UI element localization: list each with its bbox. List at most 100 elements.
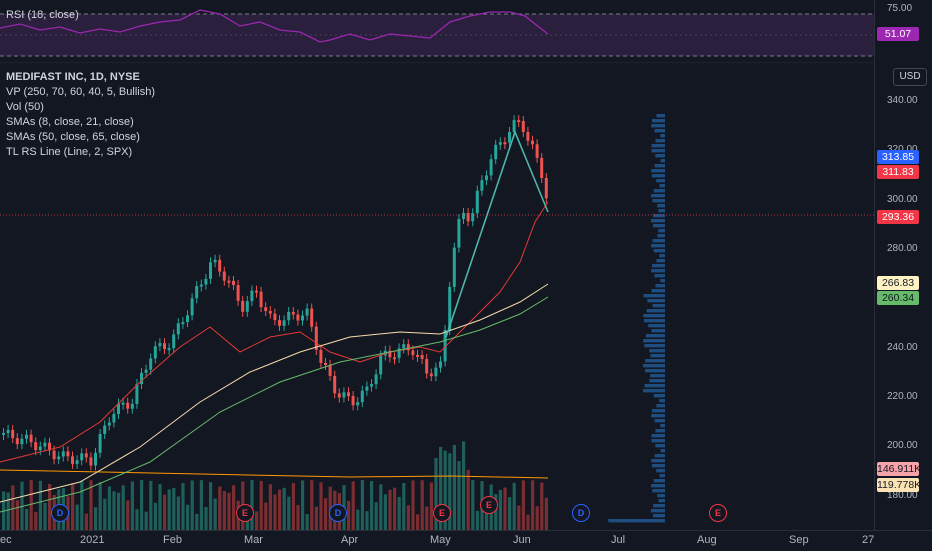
candle-body (144, 369, 148, 373)
earnings-marker[interactable]: E (433, 504, 451, 522)
volume-profile-bar (659, 254, 665, 258)
volume-bar (425, 506, 429, 530)
candle-body (273, 313, 277, 321)
candle-body (452, 247, 456, 287)
legend-sma-fast[interactable]: SMAs (8, close, 21, close) (6, 116, 134, 128)
volume-profile-bar (643, 294, 665, 298)
legend-sma-slow[interactable]: SMAs (50, close, 65, close) (6, 131, 140, 143)
volume-profile-bar (646, 309, 665, 313)
volume-bar (374, 502, 378, 530)
volume-profile-bar (651, 289, 665, 293)
volume-bar (222, 491, 226, 530)
rsi-pane[interactable]: RSI (18, close) (0, 0, 874, 62)
volume-bar (351, 481, 355, 530)
earnings-marker[interactable]: E (236, 504, 254, 522)
volume-bar (365, 511, 369, 530)
trendline (445, 129, 549, 338)
volume-bar (402, 482, 406, 530)
rsi-chart (0, 9, 874, 57)
legend-vol[interactable]: Vol (50) (6, 101, 44, 113)
volume-bar (319, 482, 323, 530)
volume-bar (356, 509, 360, 530)
earnings-marker[interactable]: E (709, 504, 727, 522)
volume-profile-bar (660, 424, 665, 428)
sma-65-line (0, 296, 549, 513)
volume-profile-bar (652, 514, 665, 518)
candle-body (2, 433, 5, 436)
currency-button[interactable]: USD (893, 68, 927, 86)
rsi-line (0, 9, 549, 43)
volume-profile-bar (654, 454, 665, 458)
earnings-marker[interactable]: E (480, 496, 498, 514)
candle-body (411, 350, 415, 355)
candle-body (360, 390, 364, 403)
volume-bar (462, 441, 466, 530)
candle-body (397, 348, 401, 358)
volume-bar (149, 480, 153, 530)
volume-profile-bar (651, 264, 665, 268)
volume-profile-bar (651, 459, 665, 463)
candle-body (278, 320, 281, 326)
dividend-marker[interactable]: D (329, 504, 347, 522)
volume-bar (204, 507, 208, 530)
rsi-label: RSI (18, close) (6, 9, 79, 21)
dividend-marker[interactable]: D (572, 504, 590, 522)
candle-body (121, 402, 125, 405)
volume-profile-bar (651, 439, 665, 443)
candle-body (38, 446, 42, 451)
volume-profile-bar (653, 394, 665, 398)
price-tick: 320.00 (887, 144, 918, 155)
candle-body (107, 422, 111, 426)
candle-body (126, 402, 130, 409)
volume-profile-bar (652, 199, 665, 203)
volume-profile-bar (651, 244, 665, 248)
volume-bar (305, 514, 309, 530)
legend-vp[interactable]: VP (250, 70, 60, 40, 5, Bullish) (6, 86, 155, 98)
candle-body (89, 457, 93, 466)
time-axis[interactable]: ec 2021 Feb Mar Apr May Jun Jul Aug Sep … (0, 530, 932, 551)
volume-profile-bar (655, 284, 665, 288)
volume-bar (443, 450, 447, 530)
symbol-title[interactable]: MEDIFAST INC, 1D, NYSE (6, 71, 140, 83)
volume-profile-bar (650, 374, 665, 378)
volume-bar (71, 483, 75, 530)
price-tick: 280.00 (887, 243, 918, 254)
candle-body (296, 314, 300, 321)
candle-body (163, 343, 166, 350)
volume-bar (314, 506, 318, 530)
volume-bar (466, 469, 470, 530)
candle-body (268, 311, 272, 314)
volume-bar (163, 494, 167, 530)
candle-body (489, 159, 493, 176)
volume-profile-bar (651, 219, 665, 223)
volume-profile-bar (657, 204, 665, 208)
candle-body (204, 278, 208, 285)
time-label: Feb (163, 534, 182, 546)
volume-profile-bar (652, 304, 665, 308)
volume-profile-bar (608, 519, 665, 523)
volume-profile-bar (659, 399, 665, 403)
volume-bar (121, 485, 125, 530)
candle-body (227, 280, 231, 283)
volume-bar (531, 480, 535, 530)
legend-rs-line[interactable]: TL RS Line (Line, 2, SPX) (6, 146, 133, 158)
dividend-marker[interactable]: D (51, 504, 69, 522)
volume-bar (135, 509, 139, 530)
price-tag-sma-21: 311.83 (877, 165, 919, 179)
volume-bar (112, 491, 116, 530)
volume-profile-bar (658, 499, 665, 503)
volume-bar (475, 510, 479, 530)
volume-bar (452, 444, 456, 530)
price-tick: 220.00 (887, 391, 918, 402)
volume-bar (259, 480, 263, 530)
volume-bar (540, 482, 544, 530)
price-axis[interactable]: 75.00 51.07 USD 340.00 320.00 300.00 280… (874, 0, 932, 530)
candle-body (236, 285, 240, 301)
candle-body (264, 307, 268, 312)
candle-body (232, 280, 235, 286)
volume-bar (393, 487, 397, 530)
candle-body (222, 271, 226, 281)
candle-body (255, 290, 258, 293)
candle-body (324, 362, 327, 365)
candle-body (429, 373, 433, 377)
